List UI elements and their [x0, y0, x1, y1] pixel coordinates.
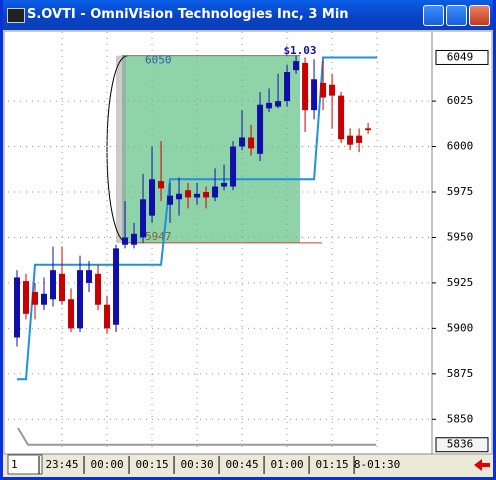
candle-body — [284, 72, 291, 102]
candle-body — [95, 273, 102, 305]
price-marker-box — [435, 437, 489, 453]
app-icon — [7, 8, 25, 23]
maximize-button[interactable] — [446, 5, 467, 26]
price-marker-box — [435, 49, 489, 65]
candle-body — [203, 192, 210, 198]
candle-body — [230, 146, 237, 187]
candle-body — [275, 101, 282, 107]
x-tick-label: 00:00 — [90, 458, 123, 471]
y-tick-label: 6000 — [447, 140, 474, 153]
range-box — [122, 55, 300, 243]
candle-body — [311, 79, 318, 111]
x-tick-label: 23:45 — [45, 458, 78, 471]
range-bracket — [106, 55, 129, 244]
y-tick-label: 5900 — [447, 321, 474, 334]
interval-input[interactable] — [7, 454, 43, 475]
candle-body — [68, 299, 75, 329]
candle-body — [140, 199, 147, 238]
interval-input-text[interactable]: 1 — [11, 458, 18, 471]
x-tick-label: 00:15 — [135, 458, 168, 471]
candle-body — [239, 137, 246, 147]
candle-body — [158, 181, 165, 189]
candle-body — [149, 179, 156, 216]
candle-body — [32, 292, 39, 305]
candle-body — [221, 182, 228, 187]
x-tick-label: 01:15 — [316, 458, 349, 471]
scroll-arrow[interactable] — [474, 459, 490, 471]
x-tick-label: 8-01:30 — [354, 458, 400, 471]
y-tick-label: 6025 — [447, 94, 474, 107]
candle-body — [266, 102, 273, 109]
candle-body — [185, 190, 192, 198]
candle-body — [293, 61, 300, 71]
candle-body — [212, 186, 219, 198]
candle-body — [338, 95, 345, 140]
candle-body — [14, 277, 21, 338]
indicator-line — [17, 56, 378, 381]
close-button[interactable] — [469, 5, 490, 26]
candle-body — [131, 233, 138, 245]
candle-body — [41, 293, 48, 305]
y-tick-label: 5950 — [447, 230, 474, 243]
y-tick-label: 5975 — [447, 185, 474, 198]
range-high-label: 6050 — [145, 54, 172, 67]
x-tick-label: 00:30 — [180, 458, 213, 471]
candle-body — [347, 135, 354, 145]
gain-label: $1.03 — [283, 44, 316, 57]
candle-body — [320, 82, 327, 98]
minimize-button[interactable] — [423, 5, 444, 26]
candle-body — [365, 128, 372, 131]
candle-body — [86, 270, 93, 283]
y-tick-label: 5875 — [447, 367, 474, 380]
candle-body — [122, 237, 129, 245]
candle-body — [176, 193, 183, 200]
candle-body — [194, 193, 201, 198]
baseline-trace — [17, 427, 376, 446]
candle-body — [104, 304, 111, 329]
candle-body — [248, 137, 255, 149]
candle-body — [257, 104, 264, 154]
y-tick-label: 5925 — [447, 276, 474, 289]
candle-body — [302, 62, 309, 111]
title-bar: S.OVTI - OmniVision Technologies Inc, 3 … — [3, 0, 493, 30]
range-low-label: 5947 — [145, 230, 172, 243]
price-marker-label: 5836 — [447, 438, 474, 451]
candle-body — [167, 195, 174, 205]
window-title: S.OVTI - OmniVision Technologies Inc, 3 … — [27, 7, 349, 22]
candle-body — [329, 84, 336, 96]
candle-body — [356, 135, 363, 143]
y-tick-label: 5850 — [447, 412, 474, 425]
candle-body — [77, 270, 84, 329]
candle-body — [113, 248, 120, 325]
x-tick-label: 00:45 — [225, 458, 258, 471]
candle-body — [23, 281, 30, 314]
price-marker-label: 6049 — [447, 50, 474, 63]
candle-body — [59, 273, 66, 302]
x-tick-label: 01:00 — [271, 458, 304, 471]
range-shade — [116, 55, 126, 243]
candle-body — [50, 270, 57, 300]
